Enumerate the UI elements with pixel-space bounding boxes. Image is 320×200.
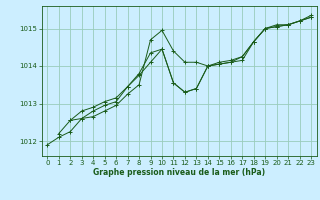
X-axis label: Graphe pression niveau de la mer (hPa): Graphe pression niveau de la mer (hPa) — [93, 168, 265, 177]
